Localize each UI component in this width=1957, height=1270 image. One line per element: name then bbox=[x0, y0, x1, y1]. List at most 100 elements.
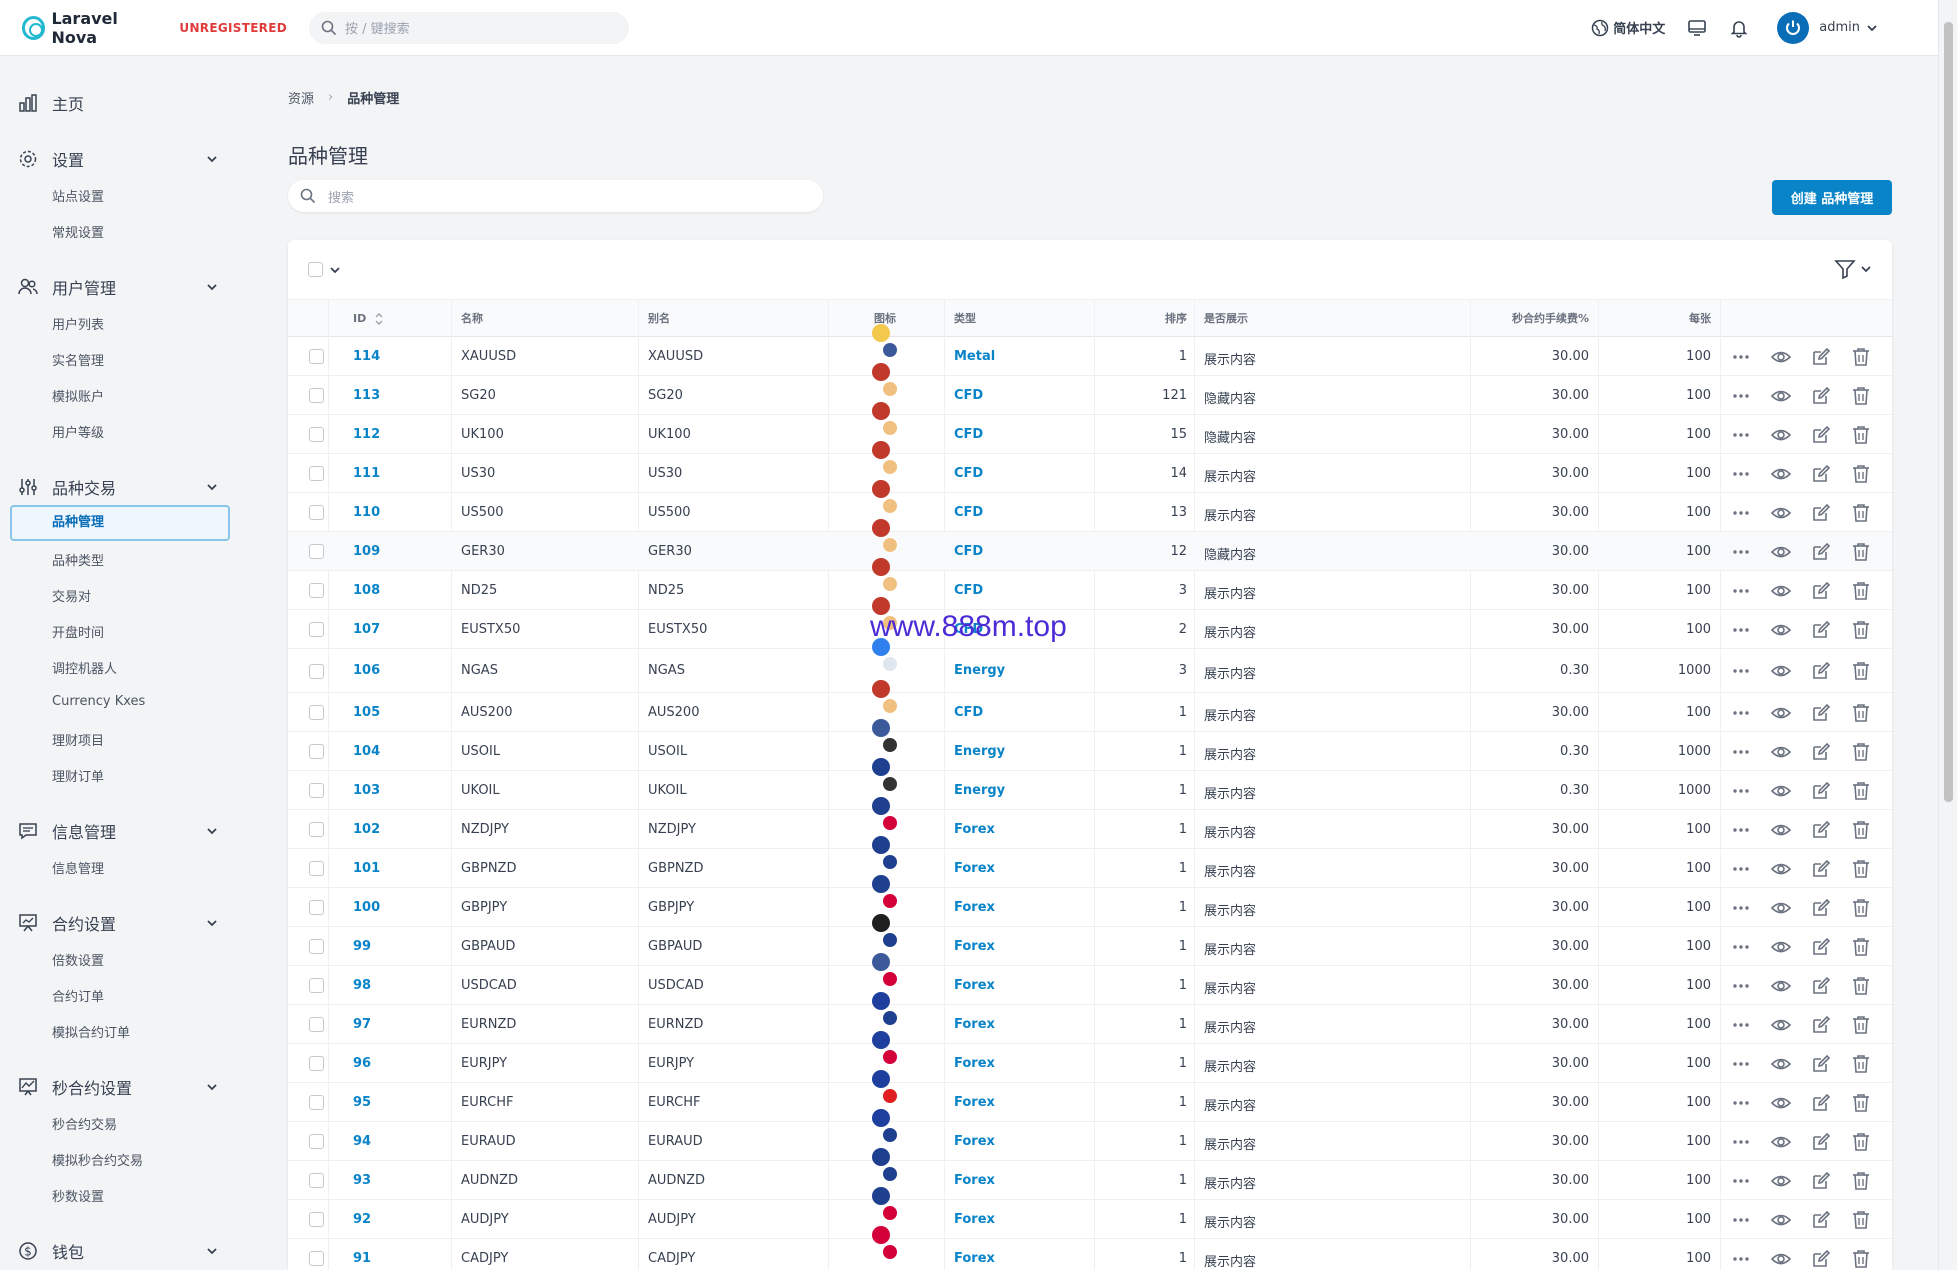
cell-type[interactable]: Forex bbox=[954, 822, 995, 837]
edit-icon[interactable] bbox=[1810, 580, 1832, 602]
view-eye-icon[interactable] bbox=[1770, 780, 1792, 802]
edit-icon[interactable] bbox=[1810, 619, 1832, 641]
table-row[interactable]: 107 EUSTX50 EUSTX50 CFD 2 展示内容 30.00 100 bbox=[288, 597, 1892, 649]
view-eye-icon[interactable] bbox=[1770, 819, 1792, 841]
cell-id[interactable]: 100 bbox=[353, 900, 381, 915]
table-row[interactable]: 103 UKOIL UKOIL Energy 1 展示内容 0.30 1000 bbox=[288, 758, 1892, 810]
cell-id[interactable]: 99 bbox=[353, 939, 372, 954]
view-eye-icon[interactable] bbox=[1770, 858, 1792, 880]
view-eye-icon[interactable] bbox=[1770, 385, 1792, 407]
more-actions-icon[interactable] bbox=[1730, 975, 1752, 997]
edit-icon[interactable] bbox=[1810, 1014, 1832, 1036]
cell-id[interactable]: 107 bbox=[353, 622, 381, 637]
create-product-button[interactable]: 创建 品种管理 bbox=[1772, 180, 1892, 215]
sidebar-item-demo-accounts[interactable]: 模拟账户 bbox=[52, 390, 105, 405]
table-row[interactable]: 91 CADJPY CADJPY Forex 1 展示内容 30.00 100 bbox=[288, 1226, 1892, 1270]
cell-type[interactable]: Forex bbox=[954, 939, 995, 954]
row-checkbox[interactable] bbox=[309, 1017, 324, 1032]
sidebar-item-user-levels[interactable]: 用户等级 bbox=[52, 426, 105, 441]
delete-trash-icon[interactable] bbox=[1850, 975, 1872, 997]
row-checkbox[interactable] bbox=[309, 427, 324, 442]
row-checkbox[interactable] bbox=[309, 900, 324, 915]
edit-icon[interactable] bbox=[1810, 541, 1832, 563]
row-checkbox[interactable] bbox=[309, 978, 324, 993]
sidebar-item-product-management[interactable]: 品种管理 bbox=[10, 505, 230, 541]
row-checkbox[interactable] bbox=[309, 705, 324, 720]
delete-trash-icon[interactable] bbox=[1850, 424, 1872, 446]
cell-type[interactable]: CFD bbox=[954, 505, 984, 520]
cell-type[interactable]: Forex bbox=[954, 861, 995, 876]
sidebar-item-currency-kxes[interactable]: Currency Kxes bbox=[52, 694, 146, 709]
delete-trash-icon[interactable] bbox=[1850, 1170, 1872, 1192]
view-eye-icon[interactable] bbox=[1770, 541, 1792, 563]
cell-type[interactable]: CFD bbox=[954, 427, 984, 442]
delete-trash-icon[interactable] bbox=[1850, 660, 1872, 682]
edit-icon[interactable] bbox=[1810, 346, 1832, 368]
sidebar-item-general-settings[interactable]: 常规设置 bbox=[52, 226, 105, 241]
delete-trash-icon[interactable] bbox=[1850, 819, 1872, 841]
cell-type[interactable]: Forex bbox=[954, 1134, 995, 1149]
row-checkbox[interactable] bbox=[309, 622, 324, 637]
more-actions-icon[interactable] bbox=[1730, 897, 1752, 919]
cell-id[interactable]: 108 bbox=[353, 583, 381, 598]
view-eye-icon[interactable] bbox=[1770, 1170, 1792, 1192]
more-actions-icon[interactable] bbox=[1730, 580, 1752, 602]
edit-icon[interactable] bbox=[1810, 463, 1832, 485]
sidebar-section-messages[interactable]: 信息管理 bbox=[18, 819, 218, 843]
table-row[interactable]: 114 XAUUSD XAUUSD Metal 1 展示内容 30.00 100 bbox=[288, 324, 1892, 376]
view-eye-icon[interactable] bbox=[1770, 502, 1792, 524]
edit-icon[interactable] bbox=[1810, 1209, 1832, 1231]
more-actions-icon[interactable] bbox=[1730, 702, 1752, 724]
cell-id[interactable]: 104 bbox=[353, 744, 381, 759]
cell-type[interactable]: Forex bbox=[954, 1056, 995, 1071]
cell-type[interactable]: Forex bbox=[954, 1251, 995, 1266]
sidebar-item-finance-projects[interactable]: 理财项目 bbox=[52, 734, 105, 749]
cell-type[interactable]: CFD bbox=[954, 466, 984, 481]
sidebar-item-contract-orders[interactable]: 合约订单 bbox=[52, 990, 105, 1005]
row-checkbox[interactable] bbox=[309, 822, 324, 837]
table-row[interactable]: 105 AUS200 AUS200 CFD 1 展示内容 30.00 100 bbox=[288, 680, 1892, 732]
table-row[interactable]: 101 GBPNZD GBPNZD Forex 1 展示内容 30.00 100 bbox=[288, 836, 1892, 888]
delete-trash-icon[interactable] bbox=[1850, 741, 1872, 763]
sidebar-item-demo-second-trading[interactable]: 模拟秒合约交易 bbox=[52, 1154, 144, 1169]
select-all-dropdown[interactable] bbox=[308, 262, 341, 277]
row-checkbox[interactable] bbox=[309, 349, 324, 364]
delete-trash-icon[interactable] bbox=[1850, 702, 1872, 724]
edit-icon[interactable] bbox=[1810, 702, 1832, 724]
delete-trash-icon[interactable] bbox=[1850, 463, 1872, 485]
delete-trash-icon[interactable] bbox=[1850, 1248, 1872, 1270]
delete-trash-icon[interactable] bbox=[1850, 936, 1872, 958]
row-checkbox[interactable] bbox=[309, 388, 324, 403]
sidebar-section-users[interactable]: 用户管理 bbox=[18, 275, 218, 299]
cell-type[interactable]: Forex bbox=[954, 1212, 995, 1227]
more-actions-icon[interactable] bbox=[1730, 660, 1752, 682]
table-row[interactable]: 112 UK100 UK100 CFD 15 隐藏内容 30.00 100 bbox=[288, 402, 1892, 454]
edit-icon[interactable] bbox=[1810, 897, 1832, 919]
cell-id[interactable]: 94 bbox=[353, 1134, 372, 1149]
sidebar-item-trading-pairs[interactable]: 交易对 bbox=[52, 590, 92, 605]
row-checkbox[interactable] bbox=[309, 1212, 324, 1227]
view-eye-icon[interactable] bbox=[1770, 1092, 1792, 1114]
view-eye-icon[interactable] bbox=[1770, 1131, 1792, 1153]
cell-id[interactable]: 102 bbox=[353, 822, 381, 837]
sidebar-item-second-trading[interactable]: 秒合约交易 bbox=[52, 1118, 118, 1133]
more-actions-icon[interactable] bbox=[1730, 1014, 1752, 1036]
more-actions-icon[interactable] bbox=[1730, 385, 1752, 407]
cell-type[interactable]: Forex bbox=[954, 900, 995, 915]
more-actions-icon[interactable] bbox=[1730, 1131, 1752, 1153]
view-eye-icon[interactable] bbox=[1770, 619, 1792, 641]
delete-trash-icon[interactable] bbox=[1850, 541, 1872, 563]
table-row[interactable]: 95 EURCHF EURCHF Forex 1 展示内容 30.00 100 bbox=[288, 1070, 1892, 1122]
row-checkbox[interactable] bbox=[309, 861, 324, 876]
filter-dropdown[interactable] bbox=[1834, 258, 1872, 280]
table-row[interactable]: 93 AUDNZD AUDNZD Forex 1 展示内容 30.00 100 bbox=[288, 1148, 1892, 1200]
delete-trash-icon[interactable] bbox=[1850, 1014, 1872, 1036]
cell-type[interactable]: Metal bbox=[954, 349, 996, 364]
more-actions-icon[interactable] bbox=[1730, 819, 1752, 841]
view-eye-icon[interactable] bbox=[1770, 1248, 1792, 1270]
view-eye-icon[interactable] bbox=[1770, 1014, 1792, 1036]
edit-icon[interactable] bbox=[1810, 819, 1832, 841]
cell-type[interactable]: CFD bbox=[954, 583, 984, 598]
row-checkbox[interactable] bbox=[309, 505, 324, 520]
edit-icon[interactable] bbox=[1810, 1170, 1832, 1192]
